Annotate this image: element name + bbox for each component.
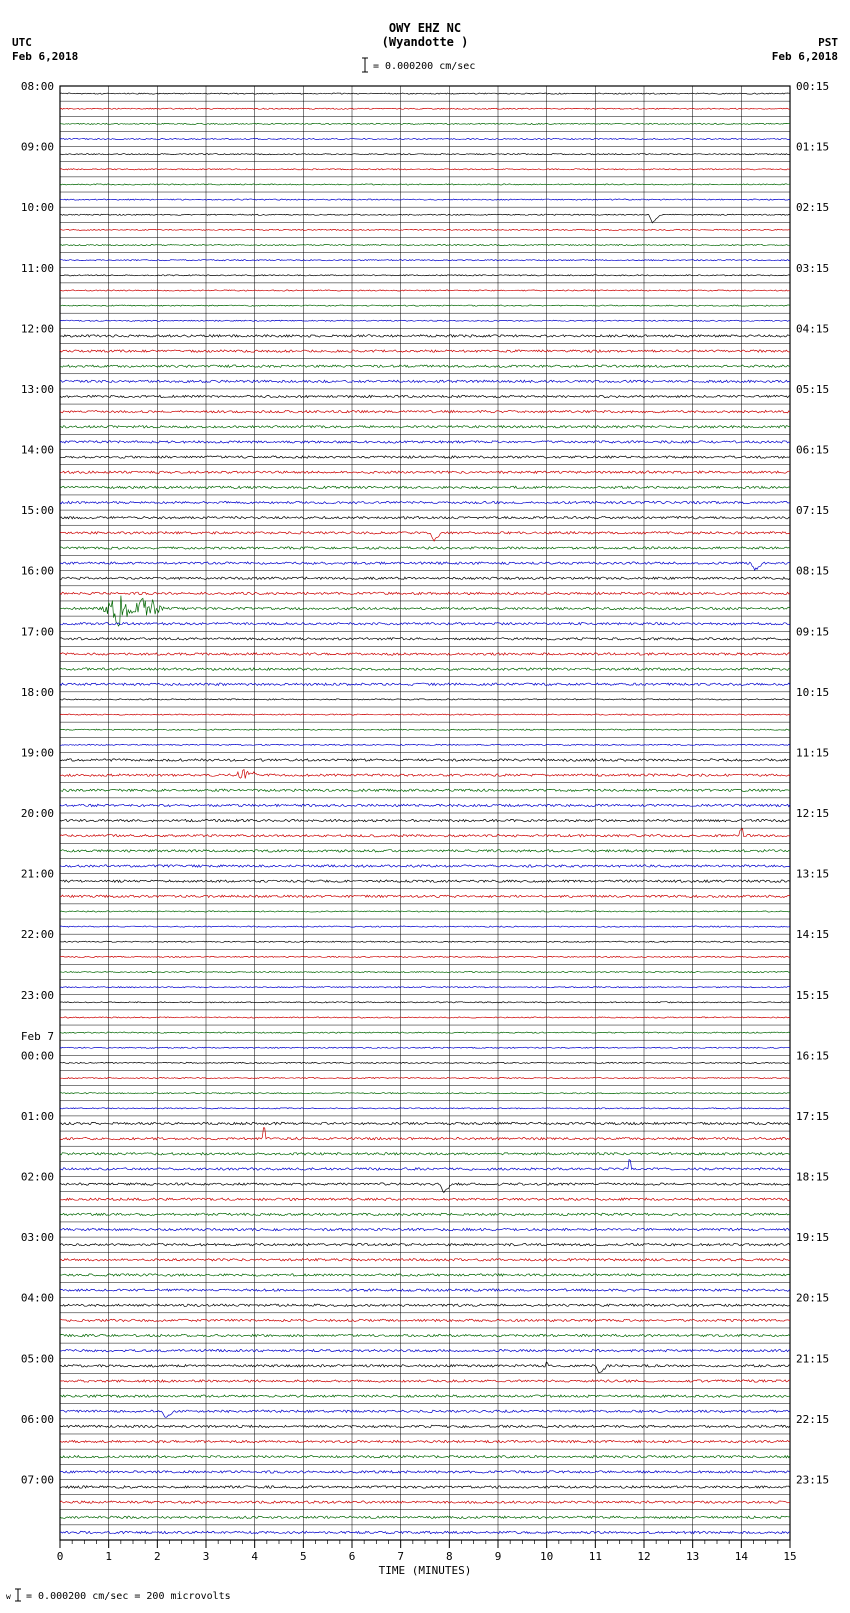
pst-time-label: 03:15 bbox=[796, 262, 829, 275]
scale-text: = 0.000200 cm/sec bbox=[373, 61, 475, 72]
utc-time-label: 22:00 bbox=[21, 928, 54, 941]
utc-time-label: 06:00 bbox=[21, 1413, 54, 1426]
pst-time-label: 15:15 bbox=[796, 989, 829, 1002]
pst-time-label: 10:15 bbox=[796, 686, 829, 699]
x-tick-label: 12 bbox=[637, 1550, 650, 1563]
pst-time-label: 11:15 bbox=[796, 746, 829, 759]
pst-time-label: 19:15 bbox=[796, 1231, 829, 1244]
pst-label: PST bbox=[818, 36, 838, 49]
pst-time-label: 18:15 bbox=[796, 1171, 829, 1184]
pst-time-label: 01:15 bbox=[796, 141, 829, 154]
utc-time-label: 17:00 bbox=[21, 625, 54, 638]
utc-time-label: 09:00 bbox=[21, 141, 54, 154]
x-tick-label: 2 bbox=[154, 1550, 161, 1563]
utc-time-label: 11:00 bbox=[21, 262, 54, 275]
utc-time-label: 08:00 bbox=[21, 80, 54, 93]
x-tick-label: 14 bbox=[735, 1550, 749, 1563]
pst-time-label: 23:15 bbox=[796, 1473, 829, 1486]
pst-time-label: 04:15 bbox=[796, 322, 829, 335]
x-tick-label: 9 bbox=[495, 1550, 502, 1563]
pst-time-label: 13:15 bbox=[796, 868, 829, 881]
pst-time-label: 16:15 bbox=[796, 1049, 829, 1062]
station-location: (Wyandotte ) bbox=[382, 35, 469, 49]
utc-time-label: 04:00 bbox=[21, 1292, 54, 1305]
pst-time-label: 05:15 bbox=[796, 383, 829, 396]
utc-time-label: 10:00 bbox=[21, 201, 54, 214]
pst-time-label: 02:15 bbox=[796, 201, 829, 214]
pst-time-label: 06:15 bbox=[796, 444, 829, 457]
utc-label: UTC bbox=[12, 36, 32, 49]
x-tick-label: 8 bbox=[446, 1550, 453, 1563]
utc-time-label: 20:00 bbox=[21, 807, 54, 820]
pst-time-label: 08:15 bbox=[796, 565, 829, 578]
x-tick-label: 3 bbox=[203, 1550, 210, 1563]
utc-time-label: 19:00 bbox=[21, 746, 54, 759]
x-tick-label: 15 bbox=[783, 1550, 796, 1563]
utc-time-label: 02:00 bbox=[21, 1171, 54, 1184]
x-axis-label: TIME (MINUTES) bbox=[379, 1564, 472, 1577]
pst-time-label: 20:15 bbox=[796, 1292, 829, 1305]
pst-date: Feb 6,2018 bbox=[772, 50, 838, 63]
pst-time-label: 07:15 bbox=[796, 504, 829, 517]
utc-date: Feb 6,2018 bbox=[12, 50, 78, 63]
utc-time-label: Feb 7 bbox=[21, 1030, 54, 1043]
utc-time-label: 21:00 bbox=[21, 868, 54, 881]
utc-time-label: 18:00 bbox=[21, 686, 54, 699]
utc-time-label: 15:00 bbox=[21, 504, 54, 517]
x-tick-label: 13 bbox=[686, 1550, 699, 1563]
x-tick-label: 7 bbox=[397, 1550, 404, 1563]
pst-time-label: 12:15 bbox=[796, 807, 829, 820]
pst-time-label: 22:15 bbox=[796, 1413, 829, 1426]
utc-time-label: 03:00 bbox=[21, 1231, 54, 1244]
x-tick-label: 5 bbox=[300, 1550, 307, 1563]
utc-time-label: 01:00 bbox=[21, 1110, 54, 1123]
utc-time-label: 14:00 bbox=[21, 444, 54, 457]
pst-time-label: 14:15 bbox=[796, 928, 829, 941]
x-tick-label: 4 bbox=[251, 1550, 258, 1563]
utc-time-label: 16:00 bbox=[21, 565, 54, 578]
pst-time-label: 17:15 bbox=[796, 1110, 829, 1123]
seismogram-chart: OWY EHZ NC(Wyandotte ) = 0.000200 cm/sec U… bbox=[0, 0, 850, 1613]
utc-time-label: 12:00 bbox=[21, 322, 54, 335]
pst-time-label: 09:15 bbox=[796, 625, 829, 638]
x-tick-label: 11 bbox=[589, 1550, 602, 1563]
utc-time-label: 05:00 bbox=[21, 1352, 54, 1365]
footer-scale-text: = 0.000200 cm/sec = 200 microvolts bbox=[26, 1591, 231, 1602]
x-tick-label: 1 bbox=[105, 1550, 112, 1563]
station-code: OWY EHZ NC bbox=[389, 21, 461, 35]
utc-time-label: 23:00 bbox=[21, 989, 54, 1002]
utc-time-label: 13:00 bbox=[21, 383, 54, 396]
x-tick-label: 6 bbox=[349, 1550, 356, 1563]
pst-time-label: 00:15 bbox=[796, 80, 829, 93]
svg-text:w: w bbox=[6, 1592, 11, 1601]
utc-time-label: 00:00 bbox=[21, 1049, 54, 1062]
pst-time-label: 21:15 bbox=[796, 1352, 829, 1365]
utc-time-label: 07:00 bbox=[21, 1473, 54, 1486]
x-tick-label: 10 bbox=[540, 1550, 553, 1563]
x-tick-label: 0 bbox=[57, 1550, 64, 1563]
